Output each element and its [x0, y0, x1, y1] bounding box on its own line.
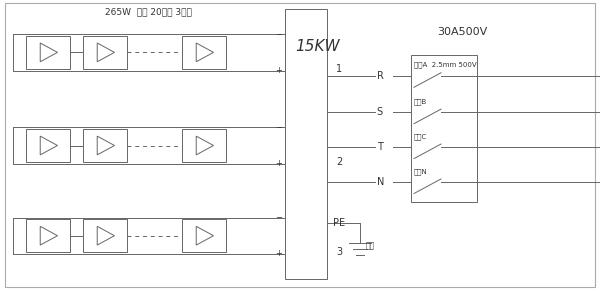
Text: 相线A  2.5mm 500V: 相线A 2.5mm 500V — [414, 62, 476, 68]
Text: PE: PE — [333, 218, 345, 228]
Text: R: R — [377, 71, 383, 81]
Bar — [83, 219, 127, 252]
Text: 零线N: 零线N — [414, 168, 428, 175]
Text: S: S — [377, 107, 383, 117]
Polygon shape — [97, 43, 115, 62]
Text: 30A500V: 30A500V — [437, 27, 487, 37]
Bar — [182, 36, 226, 69]
Text: −: − — [275, 213, 282, 222]
Polygon shape — [40, 226, 58, 245]
Polygon shape — [97, 226, 115, 245]
Text: N: N — [377, 177, 384, 187]
Text: −: − — [275, 123, 282, 132]
Bar — [83, 129, 127, 162]
Text: T: T — [377, 142, 383, 152]
Polygon shape — [40, 136, 58, 155]
Text: +: + — [275, 249, 282, 258]
Text: 15KW: 15KW — [296, 39, 340, 54]
Text: 2: 2 — [336, 157, 342, 167]
Bar — [26, 219, 70, 252]
Text: 相线B: 相线B — [414, 98, 427, 105]
Bar — [411, 55, 477, 202]
Text: 265W  组件 20串联 3并联: 265W 组件 20串联 3并联 — [105, 7, 192, 16]
Bar — [182, 129, 226, 162]
Text: +: + — [275, 66, 282, 75]
Text: 接地: 接地 — [366, 242, 375, 251]
Polygon shape — [196, 136, 214, 155]
Text: +: + — [275, 159, 282, 168]
Bar — [182, 219, 226, 252]
Bar — [26, 36, 70, 69]
Bar — [83, 36, 127, 69]
Text: −: − — [275, 30, 282, 39]
Text: 3: 3 — [336, 247, 342, 258]
Polygon shape — [97, 136, 115, 155]
Polygon shape — [196, 43, 214, 62]
Polygon shape — [196, 226, 214, 245]
Bar — [26, 129, 70, 162]
Bar — [285, 9, 327, 279]
Polygon shape — [40, 43, 58, 62]
Text: 相线C: 相线C — [414, 133, 427, 140]
Text: 1: 1 — [336, 64, 342, 74]
